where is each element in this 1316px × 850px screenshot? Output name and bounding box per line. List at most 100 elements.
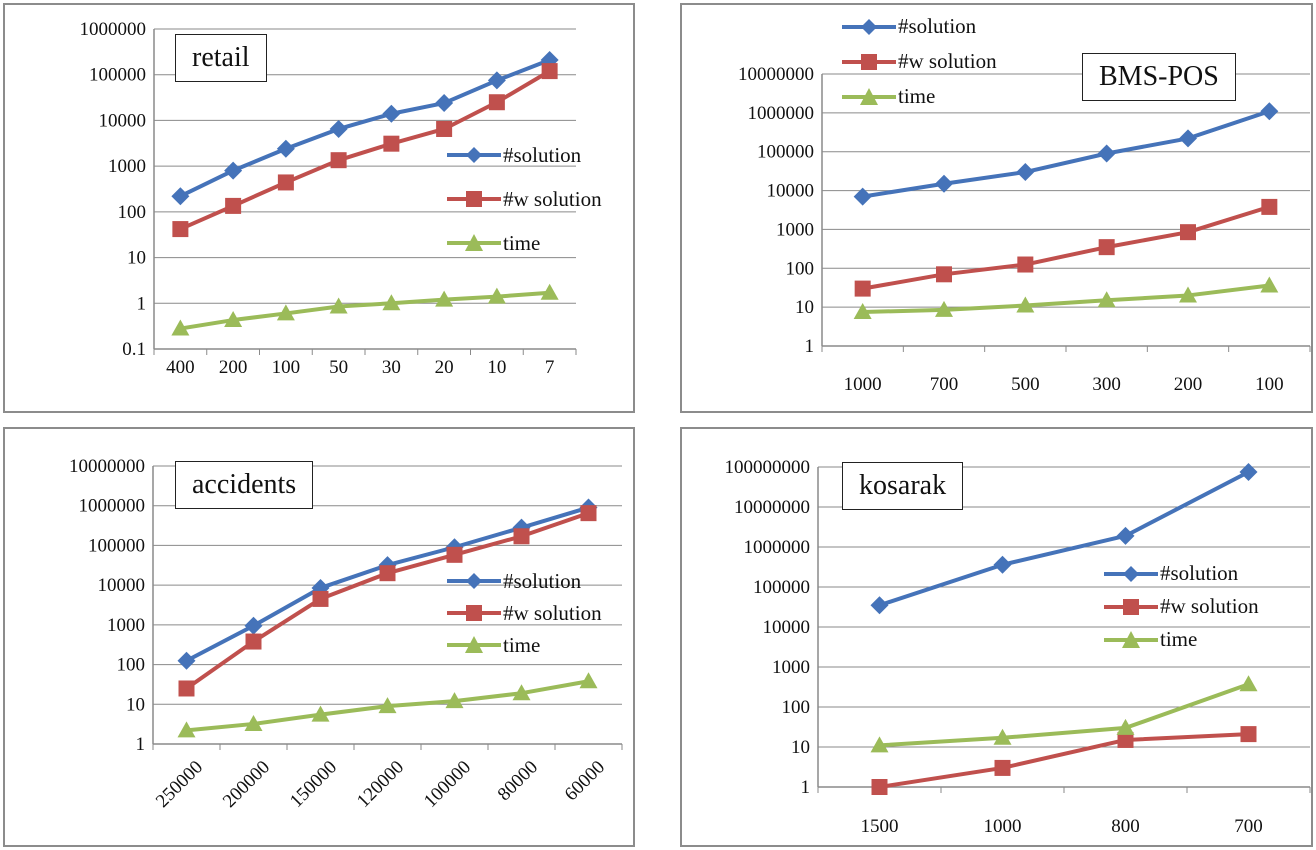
data-point-wsolution xyxy=(936,266,952,283)
data-point-wsolution xyxy=(178,680,195,697)
legend-item-time: time xyxy=(840,79,997,114)
series-line-solution xyxy=(862,109,1270,199)
data-point-solution xyxy=(1097,144,1116,163)
legend-label: time xyxy=(503,632,541,657)
data-point-time xyxy=(1179,286,1197,303)
legend-marker-w-solution xyxy=(1104,598,1158,615)
y-tick-label: 10000000 xyxy=(69,456,145,477)
data-point-time xyxy=(1097,291,1116,308)
x-tick-label: 20 xyxy=(435,357,454,378)
data-point-solution xyxy=(870,596,889,615)
chart-title: accidents xyxy=(175,461,314,509)
data-point-time xyxy=(445,692,464,709)
chart-title: retail xyxy=(175,34,267,82)
x-tick-label: 100000 xyxy=(420,757,475,812)
legend-item-solution: #solution xyxy=(445,133,602,177)
y-tick-label: 1000000 xyxy=(744,537,811,558)
legend-label: #solution xyxy=(503,568,582,593)
y-tick-label: 1 xyxy=(801,777,811,798)
y-tick-label: 1000 xyxy=(108,156,146,177)
chart-legend: #solution #w solution time xyxy=(1102,557,1259,656)
data-point-time xyxy=(224,311,243,328)
chart-svg: 1 10 100 1000 10000 100000 1000000 10000000 1000… xyxy=(738,64,1311,395)
chart-svg: 1 10 100 1000 10000 100000 1000000 10000000 2500… xyxy=(69,456,623,812)
legend-item-w-solution: #w solution xyxy=(445,597,602,629)
data-point-solution xyxy=(171,187,190,206)
data-point-solution xyxy=(276,139,295,158)
legend-label: time xyxy=(898,84,936,108)
y-tick-label: 1 xyxy=(137,293,147,314)
x-tick-label: 50 xyxy=(329,357,348,378)
y-tick-label: 100 xyxy=(786,258,815,279)
legend-item-solution: #solution xyxy=(445,565,602,597)
data-point-time xyxy=(512,684,531,701)
y-tick-label: 10000 xyxy=(98,575,146,596)
data-point-time xyxy=(435,290,454,307)
x-tick-label: 1000 xyxy=(984,816,1022,837)
data-point-solution xyxy=(993,555,1012,574)
x-tick-label: 200 xyxy=(219,357,248,378)
y-tick-label: 1000000 xyxy=(748,103,815,124)
x-tick-label: 800 xyxy=(1111,816,1140,837)
legend-item-time: time xyxy=(1102,623,1259,656)
x-tick-label: 1500 xyxy=(861,816,899,837)
data-point-wsolution xyxy=(245,633,262,650)
legend-label: time xyxy=(1160,627,1198,651)
x-tick-label: 700 xyxy=(1234,816,1263,837)
y-tick-label: 1000000 xyxy=(79,496,146,517)
y-tick-label: 10000 xyxy=(763,617,811,638)
series-line-solution xyxy=(179,58,551,199)
data-point-wsolution xyxy=(488,94,505,111)
data-point-wsolution xyxy=(1117,731,1134,748)
data-point-wsolution xyxy=(436,120,453,137)
data-point-time xyxy=(540,283,559,300)
legend-marker-time xyxy=(842,87,896,105)
data-point-solution xyxy=(224,161,243,180)
y-tick-label: 100000000 xyxy=(725,457,811,478)
data-point-wsolution xyxy=(854,280,871,297)
data-point-time xyxy=(329,297,348,314)
legend-label: #w solution xyxy=(898,49,997,73)
legend-label: time xyxy=(503,230,541,255)
y-tick-label: 1 xyxy=(136,734,146,755)
legend-item-time: time xyxy=(445,629,602,661)
data-point-wsolution xyxy=(446,546,463,563)
data-point-solution xyxy=(382,104,401,123)
data-point-wsolution xyxy=(580,505,597,522)
x-tick-label: 200 xyxy=(1174,374,1203,395)
y-tick-label: 1000 xyxy=(772,657,810,678)
x-tick-label: 100 xyxy=(272,357,301,378)
legend-item-solution: #solution xyxy=(840,9,997,44)
y-tick-label: 100 xyxy=(118,202,147,223)
x-tick-label: 30 xyxy=(382,357,401,378)
x-tick-label: 1000 xyxy=(844,374,882,395)
y-tick-label: 10000 xyxy=(767,181,815,202)
x-tick-label: 200000 xyxy=(219,757,274,812)
data-point-wsolution xyxy=(312,590,329,607)
data-point-solution xyxy=(1016,163,1035,182)
y-tick-label: 100 xyxy=(782,697,811,718)
data-point-wsolution xyxy=(172,221,189,238)
data-point-time xyxy=(1116,718,1135,735)
chart-legend: #solution #w solution time xyxy=(445,565,602,661)
y-tick-label: 100000 xyxy=(753,577,810,598)
x-tick-label: 700 xyxy=(930,374,959,395)
legend-label: #solution xyxy=(898,14,977,38)
chart-svg: 1 10 100 1000 10000 100000 1000000 10000000 1000… xyxy=(725,457,1311,837)
data-point-time xyxy=(993,728,1012,745)
data-point-solution xyxy=(1260,102,1279,121)
data-point-solution xyxy=(244,616,263,635)
data-point-solution xyxy=(935,174,953,193)
data-point-wsolution xyxy=(1261,198,1278,215)
legend-label: #solution xyxy=(503,142,582,167)
chart-svg: 0.1 1 10 100 1000 10000 100000 1000000 400 200 100… xyxy=(80,19,577,378)
data-point-time xyxy=(1016,296,1035,313)
data-point-wsolution xyxy=(383,135,400,152)
y-tick-label: 100000 xyxy=(88,535,145,556)
data-point-solution xyxy=(853,187,872,206)
data-point-solution xyxy=(435,94,454,113)
y-tick-label: 1000 xyxy=(107,615,145,636)
data-point-wsolution xyxy=(1240,726,1257,743)
legend-marker-solution xyxy=(1104,565,1158,582)
data-point-solution xyxy=(329,119,348,138)
